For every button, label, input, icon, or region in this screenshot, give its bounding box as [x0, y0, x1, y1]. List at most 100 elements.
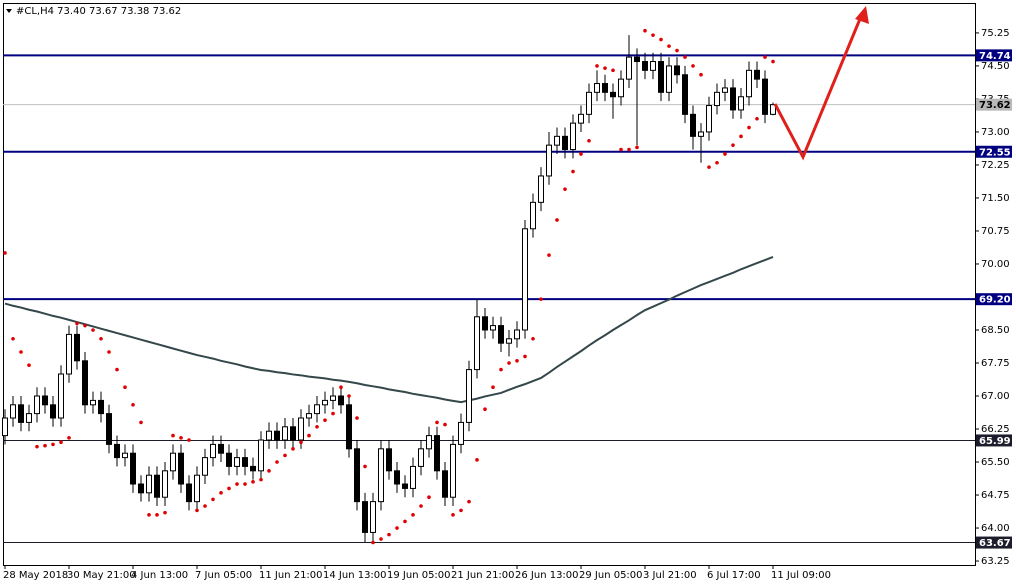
- candle-body: [466, 369, 472, 423]
- sar-dot: [539, 297, 543, 301]
- sar-dot: [219, 491, 223, 495]
- candle-body: [314, 404, 320, 415]
- sar-dot: [339, 385, 343, 390]
- level-label: 63.67: [979, 538, 1011, 549]
- candle-body: [402, 483, 408, 489]
- y-tick-label: 64.75: [981, 490, 1010, 501]
- candle-body: [242, 457, 248, 467]
- candle-body: [10, 404, 16, 419]
- level-box: [976, 145, 1012, 158]
- candle-body: [546, 144, 552, 177]
- sar-dot: [587, 138, 591, 143]
- y-tick-label: 67.75: [981, 358, 1010, 369]
- candle-body: [330, 395, 336, 401]
- sar-dot: [131, 403, 135, 407]
- x-tick-label: 29 Jun 05:00: [579, 570, 643, 581]
- candle-body: [746, 69, 752, 98]
- sar-dot: [163, 510, 167, 515]
- sar-dot: [499, 367, 503, 372]
- candle-body: [82, 360, 88, 406]
- x-tick-label: 11 Jun 21:00: [259, 570, 323, 581]
- sar-dot: [731, 143, 735, 147]
- sar-dot: [211, 497, 215, 502]
- sar-dot: [379, 537, 383, 541]
- candle-body: [370, 501, 376, 533]
- sar-dot: [11, 336, 15, 341]
- sar-dot: [475, 458, 479, 462]
- candle-body: [266, 430, 272, 441]
- candle-body: [146, 474, 152, 494]
- sar-dot: [179, 436, 183, 440]
- y-tick-label: 75.25: [981, 28, 1010, 39]
- sar-dot: [515, 358, 519, 363]
- sar-dot: [91, 328, 95, 332]
- x-tick-label: 3 Jul 21:00: [643, 570, 697, 581]
- candle-body: [570, 122, 576, 151]
- sar-dot: [571, 169, 575, 174]
- sar-dot: [307, 433, 311, 438]
- sar-dot: [483, 407, 487, 412]
- sar-dot: [723, 152, 727, 156]
- sar-dot: [603, 66, 607, 70]
- sar-dot: [755, 116, 759, 121]
- sar-dot: [99, 336, 103, 341]
- candle-body: [522, 228, 528, 331]
- sar-dot: [315, 425, 319, 429]
- sar-dot: [675, 48, 679, 53]
- candle-body: [322, 399, 328, 406]
- candle-body: [26, 413, 32, 423]
- sar-dot: [683, 55, 687, 59]
- sar-dot: [763, 55, 767, 59]
- sar-dot: [283, 453, 287, 458]
- candle-body: [514, 329, 520, 340]
- sar-dot: [451, 513, 455, 517]
- candle-body: [538, 175, 544, 203]
- sar-dot: [259, 477, 263, 482]
- sar-dot: [107, 350, 111, 354]
- candle-body: [306, 413, 312, 419]
- sar-dot: [659, 37, 663, 42]
- candle-body: [250, 465, 256, 472]
- sar-dot: [115, 367, 119, 372]
- arrow-head: [855, 6, 869, 24]
- y-tick-label: 63.25: [981, 556, 1010, 567]
- x-tick-label: 28 May 2018: [3, 570, 68, 581]
- candle-body: [162, 470, 168, 498]
- candle-body: [714, 91, 720, 107]
- candle-body: [594, 83, 600, 93]
- sar-dot: [227, 486, 231, 491]
- sar-dot: [195, 508, 199, 513]
- candle-body: [298, 417, 304, 441]
- sar-dot: [75, 321, 79, 326]
- sar-dot: [363, 464, 367, 469]
- candle-body: [762, 78, 768, 115]
- sar-dot: [507, 361, 511, 365]
- sar-dot: [611, 68, 615, 73]
- sar-dot: [251, 480, 255, 484]
- sar-dot: [739, 134, 743, 139]
- sar-dot: [395, 526, 399, 530]
- candle-body: [114, 443, 120, 459]
- y-tick-label: 68.50: [981, 325, 1010, 336]
- candle-body: [282, 426, 288, 441]
- candle-body: [58, 373, 64, 419]
- arrow-line: [773, 13, 864, 161]
- sar-dot: [35, 444, 39, 449]
- sar-dot: [427, 495, 431, 500]
- candle-body: [562, 135, 568, 151]
- y-tick-label: 70.75: [981, 226, 1010, 237]
- sar-dot: [123, 385, 127, 390]
- candle-body: [394, 470, 400, 485]
- sar-dot: [563, 187, 567, 191]
- sar-dot: [235, 482, 239, 486]
- candle-body: [2, 417, 8, 437]
- candle-body: [458, 421, 464, 445]
- current-price-box: [976, 98, 1012, 111]
- x-tick-label: 6 Jul 17:00: [707, 570, 761, 581]
- y-tick-label: 65.50: [981, 457, 1010, 468]
- sar-dot: [19, 350, 23, 354]
- candle-body: [442, 470, 448, 498]
- x-tick-label: 30 May 21:00: [67, 570, 136, 581]
- candle-body: [226, 452, 232, 467]
- sar-dot: [531, 336, 535, 341]
